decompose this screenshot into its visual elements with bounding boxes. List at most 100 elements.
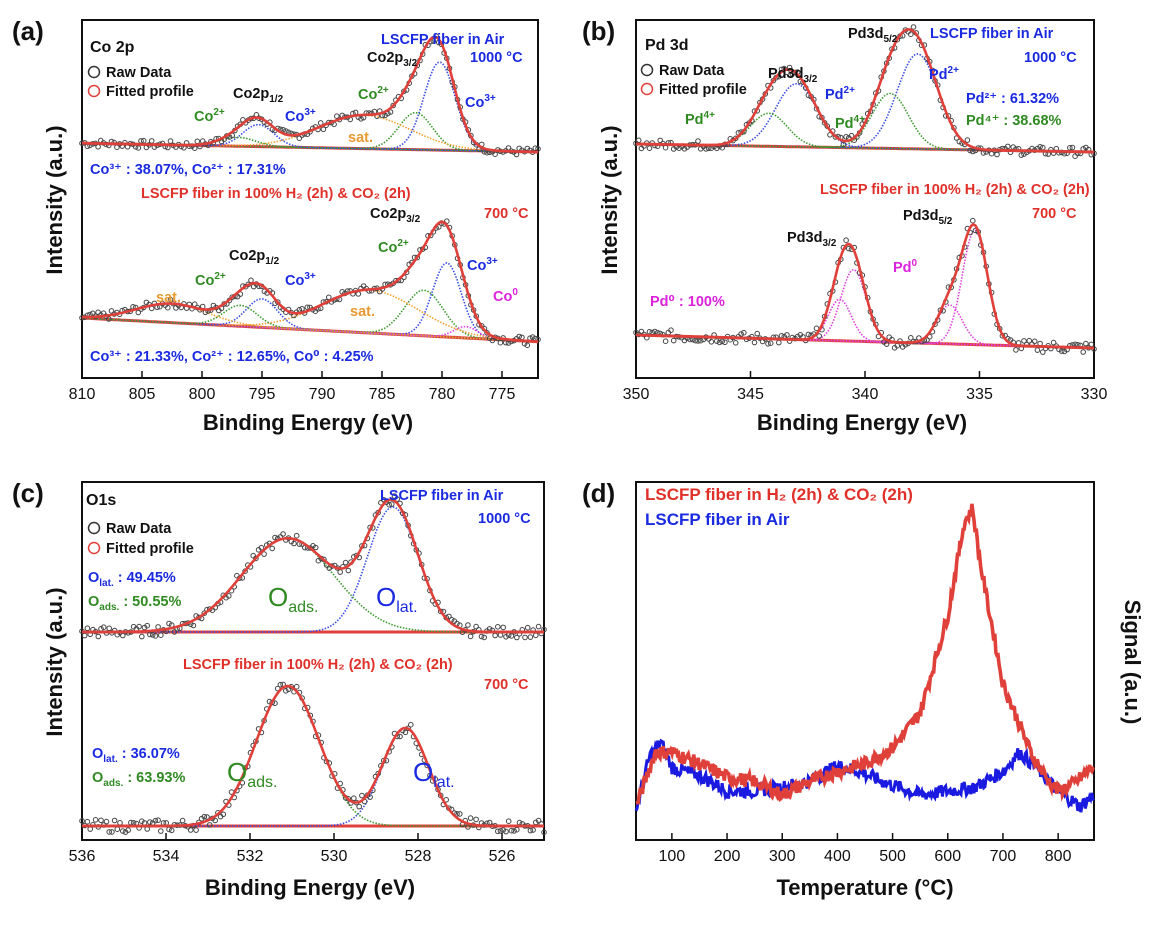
b-label-pd4plus-1: Pd4+ [685, 110, 715, 128]
raw-point [741, 329, 747, 336]
raw-point [280, 531, 286, 537]
panel-d-tpr: (d) 100 200 300 400 500 600 700 800 LSCFP fiber… [582, 478, 1145, 900]
fitted-profile [82, 35, 539, 154]
raw-point [158, 828, 164, 834]
a-label-co3plus-4: Co3+ [467, 256, 498, 274]
raw-point [467, 815, 474, 821]
raw-point [1037, 144, 1043, 150]
raw-point [541, 829, 547, 836]
legend-fit-marker-b [640, 82, 654, 96]
raw-point [662, 338, 669, 345]
raw-point [120, 828, 126, 834]
raw-point [765, 341, 771, 347]
raw-data-points [633, 24, 1097, 159]
a-label-co2p32-bot: Co2p3/2 [370, 206, 421, 225]
c-x-axis-title: Binding Energy (eV) [205, 875, 415, 900]
legend-raw-label: Raw Data [106, 65, 172, 81]
raw-point [95, 144, 101, 150]
raw-point [367, 794, 373, 800]
a-bottom-condition: LSCFP fiber in 100% H₂ (2h) & CO₂ (2h) [141, 186, 411, 202]
a-label-co2plus-3: Co2+ [378, 238, 409, 256]
raw-point [140, 137, 147, 144]
panel-c-element: O1s [86, 492, 116, 509]
raw-point [111, 817, 118, 824]
raw-point [1080, 349, 1086, 355]
panel-b-element: Pd 3d [645, 37, 689, 54]
raw-point [767, 340, 774, 347]
raw-point [152, 817, 159, 824]
raw-point [337, 569, 344, 575]
raw-point [508, 633, 515, 639]
raw-point [226, 593, 232, 599]
raw-point [697, 337, 704, 344]
fitted-profile [82, 684, 544, 828]
raw-point [467, 633, 474, 640]
raw-point [187, 827, 194, 833]
panel-c-x-ticks: 536 534 532 530 528 526 [69, 833, 516, 865]
b-label-pd3d52-bot: Pd3d5/2 [903, 208, 953, 227]
raw-point [524, 624, 531, 631]
a-label-co2plus-2: Co2+ [358, 85, 389, 103]
series-line-air [634, 738, 1095, 813]
c-bottom-condition: LSCFP fiber in 100% H₂ (2h) & CO₂ (2h) [183, 657, 453, 673]
raw-point [497, 828, 504, 834]
raw-point [843, 134, 849, 140]
raw-point [638, 328, 645, 335]
panel-a-legend: Raw Data Fitted profile [87, 65, 194, 100]
c-top-temperature: 1000 °C [478, 511, 531, 527]
x-tick-label: 536 [69, 848, 96, 865]
a-y-axis-title: Intensity (a.u.) [42, 125, 67, 274]
raw-point [296, 135, 303, 141]
x-tick-label: 526 [489, 848, 516, 865]
raw-point [776, 339, 782, 346]
c-top-condition: LSCFP fiber in Air [380, 488, 504, 504]
panel-a-frame [81, 19, 539, 379]
legend-fit-label-b: Fitted profile [659, 82, 747, 98]
raw-point [805, 331, 812, 338]
raw-point [95, 309, 101, 316]
raw-point [481, 634, 488, 641]
panel-c-legend: Raw Data Fitted profile [87, 521, 194, 557]
d-legend-series-2: LSCFP fiber in Air [645, 510, 790, 529]
raw-point [139, 633, 145, 640]
b-label-pd0: Pd0 [893, 258, 918, 276]
d-y-axis-title: Signal (a.u.) [1120, 600, 1145, 725]
a-top-temperature: 1000 °C [470, 50, 523, 66]
raw-point [147, 819, 153, 825]
a-label-sat-top: sat. [348, 130, 373, 146]
raw-point [135, 309, 142, 316]
a-label-co2p32-top: Co2p3/2 [367, 50, 418, 69]
raw-point [258, 544, 265, 551]
raw-point [291, 540, 297, 547]
raw-point [359, 792, 365, 799]
legend-fit-label: Fitted profile [106, 84, 194, 100]
b-top-ratio-1: Pd²⁺ : 61.32% [966, 91, 1059, 107]
legend-raw-marker [87, 65, 101, 79]
raw-point [522, 634, 528, 641]
raw-point [530, 827, 536, 833]
c-label-olat-top: Olat. [376, 582, 418, 616]
b-bottom-condition: LSCFP fiber in 100% H₂ (2h) & CO₂ (2h) [820, 182, 1090, 198]
raw-point [293, 532, 300, 539]
a-label-sat-bot-1: sat. [156, 290, 181, 306]
raw-point [722, 339, 728, 346]
b-label-pd3d52-top: Pd3d5/2 [848, 26, 898, 45]
raw-point [457, 811, 463, 817]
raw-point [668, 327, 674, 334]
raw-point [165, 304, 171, 311]
a-label-co2p12-top: Co2p1/2 [233, 86, 284, 105]
raw-point [430, 38, 437, 44]
raw-point [500, 624, 507, 631]
raw-point [843, 237, 849, 243]
raw-point [497, 339, 504, 346]
fitted-profile [636, 27, 1094, 154]
raw-point [446, 613, 452, 620]
raw-point [272, 534, 278, 541]
a-bottom-temperature: 700 °C [484, 206, 529, 222]
b-y-axis-title: Intensity (a.u.) [597, 125, 622, 274]
raw-point [84, 625, 91, 632]
raw-point [967, 147, 973, 154]
raw-point [846, 245, 852, 252]
a-label-co0: Co0 [493, 287, 518, 305]
a-label-sat-bot-2: sat. [350, 304, 375, 320]
